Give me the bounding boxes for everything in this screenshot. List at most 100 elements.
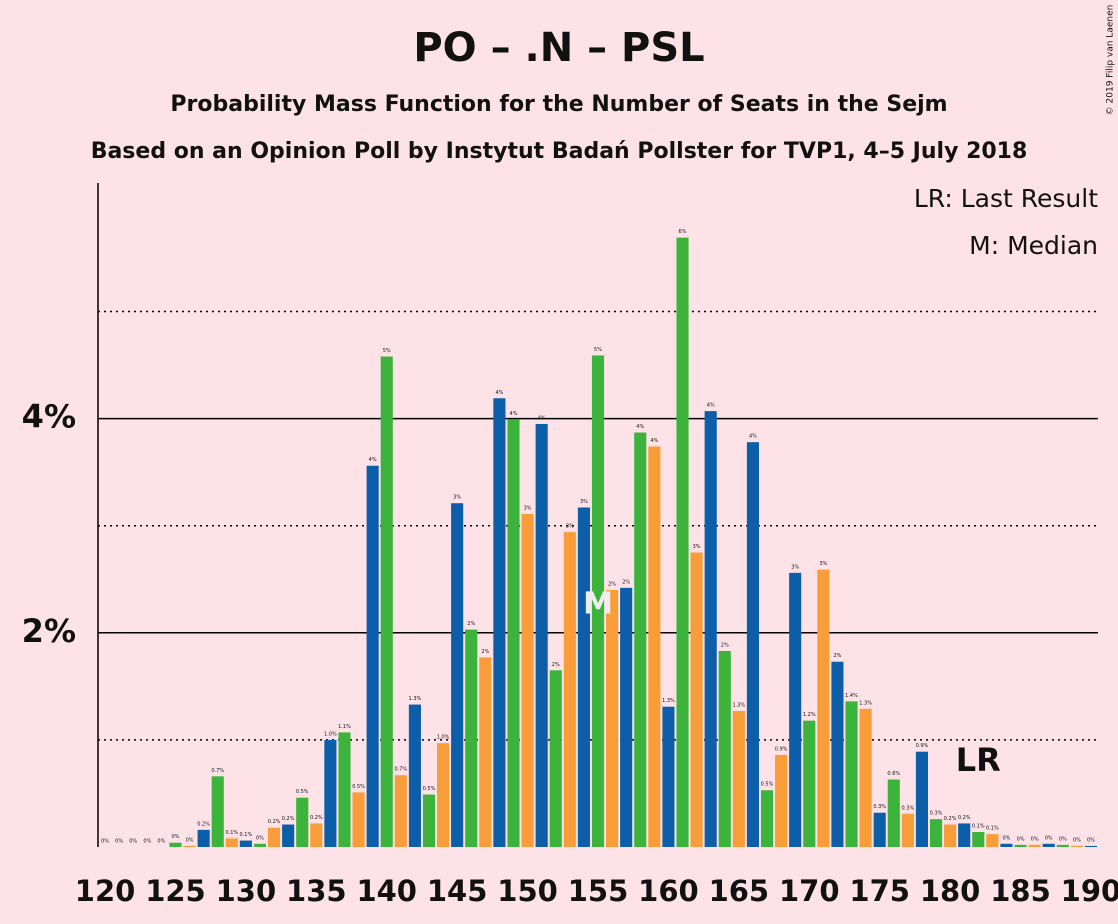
value-label: 0% <box>157 839 165 845</box>
bar <box>521 513 534 847</box>
value-label: 3% <box>580 499 588 505</box>
bar <box>437 743 450 847</box>
value-label: 5% <box>594 347 602 353</box>
x-tick-label: 140 <box>356 874 417 908</box>
value-label: 3% <box>524 505 532 511</box>
bar <box>915 751 928 847</box>
bar <box>225 838 238 847</box>
bar <box>591 355 605 847</box>
value-label: 0.2% <box>944 816 957 822</box>
value-label: 0% <box>1045 835 1053 841</box>
bar <box>648 446 661 847</box>
bar <box>422 794 436 847</box>
chart-subtitle: Based on an Opinion Poll by Instytut Bad… <box>91 139 1028 164</box>
bar <box>972 832 985 847</box>
value-label: 0.1% <box>972 824 985 830</box>
value-label: 0% <box>1059 836 1067 842</box>
bar <box>211 776 224 847</box>
bar <box>887 779 900 847</box>
x-tick-label: 190 <box>1061 874 1118 908</box>
value-label: 0.7% <box>394 767 407 773</box>
bar <box>253 843 267 847</box>
x-tick-label: 125 <box>145 874 206 908</box>
value-label: 3% <box>453 495 461 501</box>
value-label: 1.3% <box>732 702 745 708</box>
bar <box>338 732 351 847</box>
bar <box>676 237 689 847</box>
legend-entry: LR: Last Result <box>914 184 1098 213</box>
value-label: 0.1% <box>986 826 999 832</box>
value-label: 4% <box>538 415 546 421</box>
legend-entry: M: Median <box>969 231 1098 260</box>
y-tick-label: 4% <box>22 398 76 436</box>
bar <box>1084 845 1098 847</box>
value-label: 1.3% <box>409 696 422 702</box>
x-tick-label: 120 <box>75 874 136 908</box>
bar <box>239 840 252 847</box>
bar <box>268 827 281 847</box>
value-label: 4% <box>369 457 377 463</box>
value-label: 1.2% <box>803 712 816 718</box>
bar <box>352 792 365 847</box>
bar <box>746 442 759 847</box>
value-label: 0.1% <box>240 832 253 838</box>
value-label: 6% <box>679 229 687 235</box>
x-tick-label: 180 <box>920 874 981 908</box>
bar <box>1000 843 1013 847</box>
bar <box>873 812 886 847</box>
bar <box>1056 844 1069 847</box>
value-label: 0.2% <box>958 815 971 821</box>
value-label: 0% <box>1031 836 1039 842</box>
value-label: 0.2% <box>197 821 210 827</box>
bar <box>465 629 478 847</box>
bar <box>859 708 872 847</box>
value-label: 0.5% <box>423 786 436 792</box>
value-label: 0.5% <box>761 782 774 788</box>
value-label: 0.5% <box>352 784 365 790</box>
chart-subtitle: Probability Mass Function for the Number… <box>170 92 947 117</box>
bar <box>789 572 802 847</box>
value-label: 4% <box>636 424 644 430</box>
bar <box>380 356 393 847</box>
chart-title: PO – .N – PSL <box>413 25 704 71</box>
bar <box>901 813 914 847</box>
value-label: 1.0% <box>437 735 450 741</box>
value-label: 3% <box>819 561 827 567</box>
bar <box>451 503 464 847</box>
value-label: 2% <box>481 649 489 655</box>
x-tick-label: 145 <box>427 874 488 908</box>
bar <box>1070 845 1083 847</box>
value-label: 0.7% <box>211 768 224 774</box>
value-label: 4% <box>650 438 658 444</box>
value-label: 4% <box>749 434 757 440</box>
value-label: 0.2% <box>282 816 295 822</box>
bar <box>718 651 731 847</box>
bar <box>662 706 675 847</box>
x-tick-label: 175 <box>849 874 910 908</box>
value-label: 1.1% <box>338 724 351 730</box>
bar <box>408 704 421 847</box>
value-label: 0.3% <box>930 811 943 817</box>
copyright: © 2019 Filip van Laenen <box>1106 5 1116 116</box>
value-label: 0.5% <box>296 789 309 795</box>
value-label: 0% <box>101 839 109 845</box>
bar <box>817 569 830 847</box>
x-tick-label: 160 <box>638 874 699 908</box>
bar <box>169 842 182 847</box>
bar <box>1042 843 1055 847</box>
bar <box>760 790 774 847</box>
bar <box>958 823 971 847</box>
value-label: 1.4% <box>845 693 858 699</box>
bar <box>831 661 844 847</box>
bar <box>634 432 647 847</box>
last-result-marker: LR <box>956 741 1001 779</box>
value-label: 0% <box>1002 835 1010 841</box>
bar <box>549 670 562 847</box>
bar <box>986 834 999 847</box>
bar <box>507 419 520 847</box>
x-tick-label: 135 <box>286 874 347 908</box>
value-label: 0% <box>129 839 137 845</box>
bar <box>803 720 816 847</box>
bar <box>324 739 337 847</box>
value-label: 2% <box>833 653 841 659</box>
